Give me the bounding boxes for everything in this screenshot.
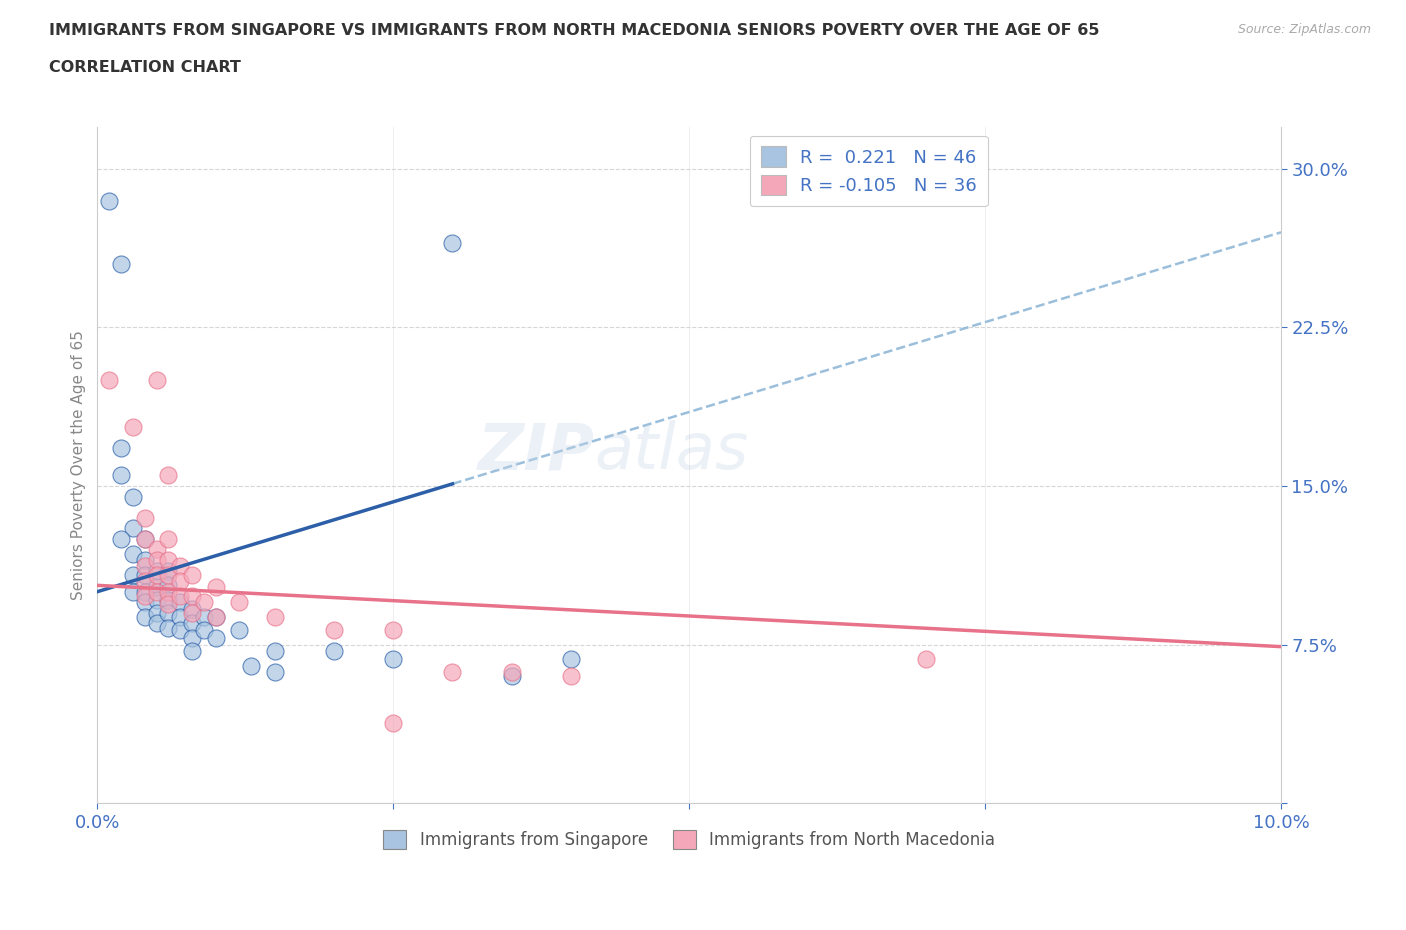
Point — [134, 511, 156, 525]
Point — [323, 644, 346, 658]
Point — [204, 609, 226, 624]
Point — [204, 631, 226, 645]
Point — [228, 622, 250, 637]
Point — [145, 584, 167, 599]
Point — [193, 609, 215, 624]
Text: atlas: atlas — [595, 420, 749, 483]
Point — [121, 419, 143, 434]
Point — [98, 373, 121, 388]
Legend: Immigrants from Singapore, Immigrants from North Macedonia: Immigrants from Singapore, Immigrants fr… — [377, 823, 1002, 856]
Point — [204, 609, 226, 624]
Point — [228, 595, 250, 610]
Point — [157, 531, 180, 546]
Point — [134, 567, 156, 582]
Point — [382, 622, 405, 637]
Point — [145, 567, 167, 582]
Point — [157, 563, 180, 578]
Text: ZIP: ZIP — [478, 420, 595, 483]
Point — [98, 193, 121, 208]
Point — [560, 669, 582, 684]
Point — [110, 468, 132, 483]
Point — [181, 601, 204, 616]
Point — [121, 489, 143, 504]
Point — [121, 546, 143, 561]
Point — [560, 652, 582, 667]
Point — [157, 552, 180, 567]
Point — [134, 531, 156, 546]
Point — [157, 592, 180, 607]
Point — [145, 616, 167, 631]
Point — [382, 715, 405, 730]
Point — [441, 235, 464, 250]
Point — [915, 652, 938, 667]
Point — [110, 531, 132, 546]
Point — [134, 595, 156, 610]
Point — [121, 521, 143, 536]
Point — [181, 567, 204, 582]
Point — [323, 622, 346, 637]
Point — [264, 665, 287, 680]
Point — [169, 574, 191, 589]
Point — [134, 552, 156, 567]
Point — [110, 441, 132, 456]
Point — [157, 620, 180, 635]
Point — [240, 658, 263, 673]
Text: IMMIGRANTS FROM SINGAPORE VS IMMIGRANTS FROM NORTH MACEDONIA SENIORS POVERTY OVE: IMMIGRANTS FROM SINGAPORE VS IMMIGRANTS … — [49, 23, 1099, 38]
Point — [134, 574, 156, 589]
Point — [134, 531, 156, 546]
Point — [134, 584, 156, 599]
Point — [157, 584, 180, 599]
Point — [121, 567, 143, 582]
Point — [145, 563, 167, 578]
Point — [145, 542, 167, 557]
Point — [134, 589, 156, 604]
Point — [145, 580, 167, 595]
Point — [134, 609, 156, 624]
Point — [157, 578, 180, 592]
Point — [169, 595, 191, 610]
Point — [501, 669, 523, 684]
Point — [121, 584, 143, 599]
Point — [145, 605, 167, 620]
Point — [157, 605, 180, 620]
Y-axis label: Seniors Poverty Over the Age of 65: Seniors Poverty Over the Age of 65 — [72, 330, 86, 600]
Point — [110, 257, 132, 272]
Point — [145, 373, 167, 388]
Point — [145, 552, 167, 567]
Point — [157, 597, 180, 612]
Point — [134, 559, 156, 574]
Point — [169, 559, 191, 574]
Point — [264, 644, 287, 658]
Point — [181, 616, 204, 631]
Point — [181, 605, 204, 620]
Point — [181, 589, 204, 604]
Point — [193, 595, 215, 610]
Point — [169, 622, 191, 637]
Point — [157, 567, 180, 582]
Point — [169, 609, 191, 624]
Point — [264, 609, 287, 624]
Point — [169, 589, 191, 604]
Point — [382, 652, 405, 667]
Point — [157, 468, 180, 483]
Point — [204, 580, 226, 595]
Text: Source: ZipAtlas.com: Source: ZipAtlas.com — [1237, 23, 1371, 36]
Point — [193, 622, 215, 637]
Text: CORRELATION CHART: CORRELATION CHART — [49, 60, 240, 75]
Point — [501, 665, 523, 680]
Point — [441, 665, 464, 680]
Point — [181, 644, 204, 658]
Point — [145, 592, 167, 607]
Point — [181, 631, 204, 645]
